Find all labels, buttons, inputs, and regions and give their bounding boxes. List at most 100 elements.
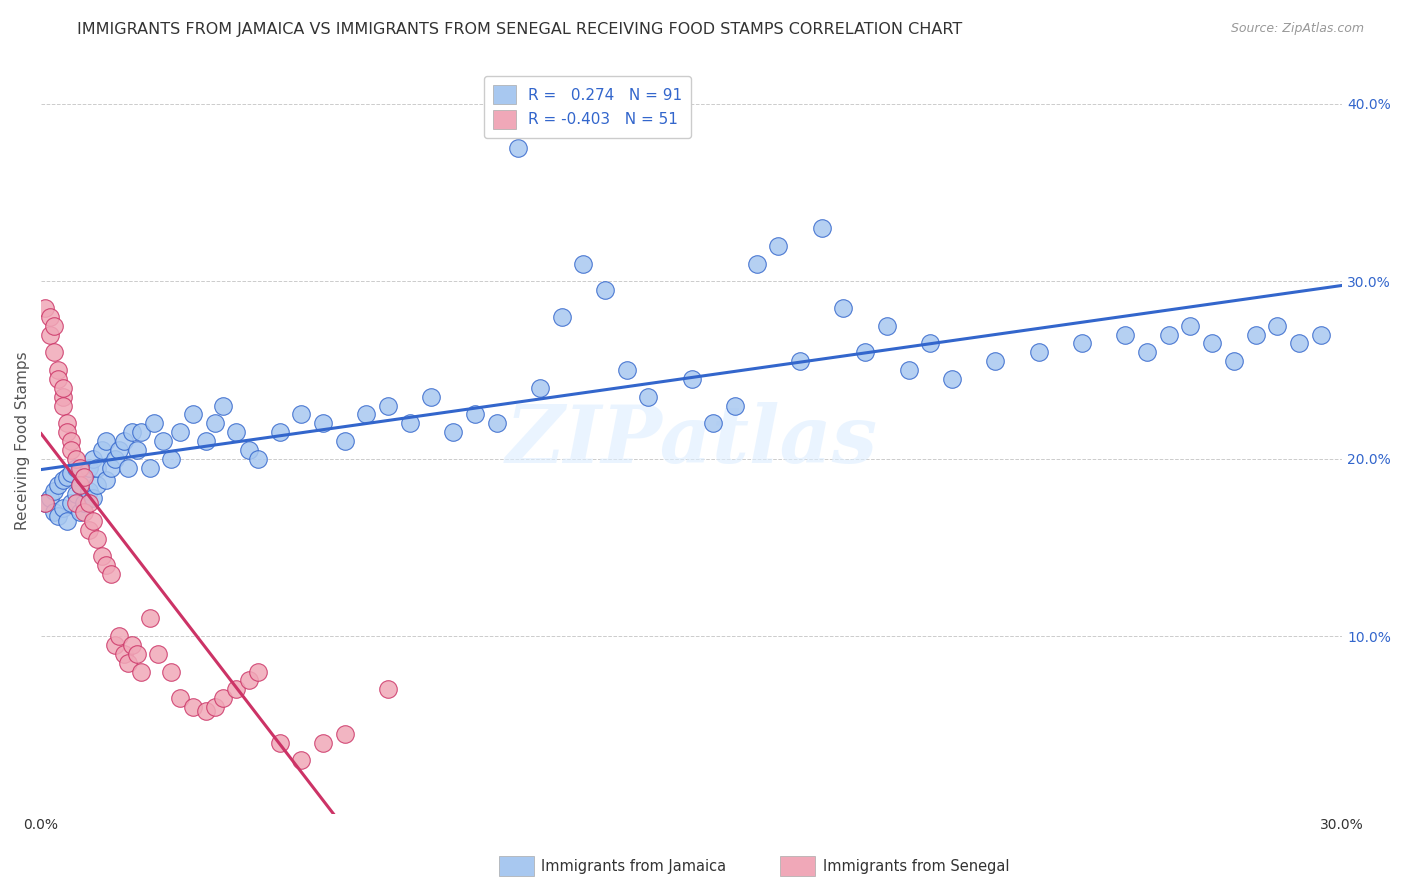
Point	[181, 408, 204, 422]
Point	[77, 496, 100, 510]
Point	[52, 390, 75, 404]
Point	[77, 523, 100, 537]
Point	[1244, 327, 1267, 342]
Point	[77, 460, 100, 475]
Point	[920, 336, 942, 351]
Point	[60, 434, 83, 448]
Point	[681, 372, 703, 386]
Point	[38, 491, 60, 505]
Point	[246, 451, 269, 466]
Point	[768, 239, 790, 253]
Point	[125, 647, 148, 661]
Point	[60, 442, 83, 457]
Point	[572, 257, 595, 271]
Point	[1180, 318, 1202, 333]
Point	[90, 549, 112, 564]
Text: Immigrants from Jamaica: Immigrants from Jamaica	[541, 859, 727, 873]
Point	[1114, 327, 1136, 342]
Point	[246, 665, 269, 679]
Point	[160, 451, 183, 466]
Point	[69, 505, 91, 519]
Point	[169, 691, 191, 706]
Point	[508, 141, 530, 155]
Point	[290, 753, 312, 767]
Point	[593, 283, 616, 297]
Point	[73, 496, 96, 510]
Point	[810, 221, 832, 235]
Point	[138, 460, 160, 475]
Point	[60, 496, 83, 510]
Point	[100, 567, 122, 582]
Point	[129, 665, 152, 679]
Y-axis label: Receiving Food Stamps: Receiving Food Stamps	[15, 351, 30, 531]
Point	[745, 257, 768, 271]
Point	[82, 491, 104, 505]
Text: Immigrants from Senegal: Immigrants from Senegal	[823, 859, 1010, 873]
Point	[550, 310, 572, 324]
Point	[100, 460, 122, 475]
Point	[160, 665, 183, 679]
Point	[832, 301, 855, 315]
Point	[65, 460, 87, 475]
Point	[112, 434, 135, 448]
Point	[82, 451, 104, 466]
Point	[52, 501, 75, 516]
Point	[73, 469, 96, 483]
Point	[38, 327, 60, 342]
Point	[56, 514, 79, 528]
Point	[129, 425, 152, 439]
Text: ZIPatlas: ZIPatlas	[506, 402, 877, 480]
Point	[48, 372, 70, 386]
Point	[77, 483, 100, 498]
Point	[117, 460, 139, 475]
Point	[212, 399, 235, 413]
Point	[377, 682, 399, 697]
Point	[73, 505, 96, 519]
Point	[42, 318, 65, 333]
Point	[637, 390, 659, 404]
Point	[96, 558, 118, 573]
Point	[52, 399, 75, 413]
Point	[398, 417, 420, 431]
Point	[69, 478, 91, 492]
Point	[269, 425, 291, 439]
Point	[152, 434, 174, 448]
Point	[420, 390, 443, 404]
Point	[441, 425, 464, 439]
Point	[616, 363, 638, 377]
Point	[333, 727, 356, 741]
Point	[464, 408, 486, 422]
Point	[225, 682, 247, 697]
Point	[290, 408, 312, 422]
Point	[125, 442, 148, 457]
Point	[65, 451, 87, 466]
Point	[73, 469, 96, 483]
Point	[1223, 354, 1246, 368]
Point	[121, 638, 143, 652]
Legend: R =   0.274   N = 91, R = -0.403   N = 51: R = 0.274 N = 91, R = -0.403 N = 51	[484, 76, 692, 138]
Point	[876, 318, 898, 333]
Point	[42, 505, 65, 519]
Point	[104, 451, 127, 466]
Point	[356, 408, 378, 422]
Point	[96, 434, 118, 448]
Point	[169, 425, 191, 439]
Point	[56, 417, 79, 431]
Text: Source: ZipAtlas.com: Source: ZipAtlas.com	[1230, 22, 1364, 36]
Point	[108, 442, 131, 457]
Point	[853, 345, 876, 359]
Point	[52, 473, 75, 487]
Point	[1201, 336, 1223, 351]
Point	[377, 399, 399, 413]
Point	[117, 656, 139, 670]
Point	[90, 442, 112, 457]
Point	[96, 473, 118, 487]
Point	[529, 381, 551, 395]
Point	[142, 417, 165, 431]
Point	[42, 345, 65, 359]
Point	[1028, 345, 1050, 359]
Point	[312, 417, 335, 431]
Point	[86, 478, 108, 492]
Point	[204, 700, 226, 714]
Point	[181, 700, 204, 714]
